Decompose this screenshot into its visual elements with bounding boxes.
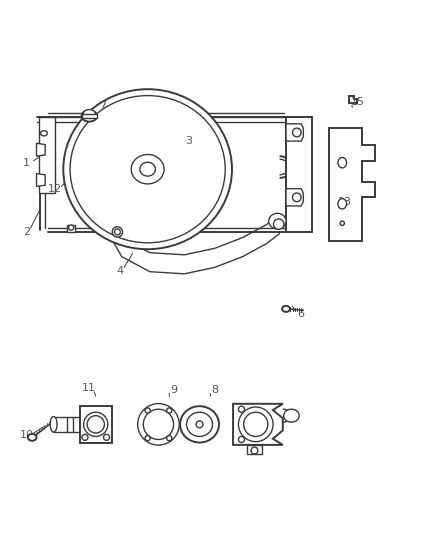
Text: 4: 4 — [116, 266, 123, 276]
Ellipse shape — [273, 219, 284, 229]
Polygon shape — [329, 128, 374, 240]
Ellipse shape — [145, 435, 150, 441]
Ellipse shape — [338, 158, 346, 168]
Ellipse shape — [131, 155, 164, 184]
Ellipse shape — [284, 409, 299, 422]
Ellipse shape — [68, 225, 74, 230]
Ellipse shape — [187, 412, 212, 437]
Text: 7: 7 — [99, 101, 106, 111]
Ellipse shape — [196, 421, 203, 428]
Ellipse shape — [84, 412, 108, 437]
Text: 9: 9 — [170, 385, 177, 395]
Ellipse shape — [143, 409, 173, 440]
Ellipse shape — [81, 110, 97, 122]
Ellipse shape — [340, 221, 344, 225]
Polygon shape — [80, 406, 112, 443]
Polygon shape — [286, 117, 312, 232]
Ellipse shape — [140, 162, 155, 176]
Ellipse shape — [112, 227, 123, 237]
Text: 1: 1 — [23, 158, 30, 168]
Polygon shape — [286, 124, 304, 141]
Ellipse shape — [269, 213, 286, 229]
Text: 6: 6 — [298, 309, 305, 319]
Polygon shape — [39, 117, 55, 193]
Ellipse shape — [180, 406, 219, 442]
Ellipse shape — [82, 434, 88, 440]
Ellipse shape — [251, 447, 258, 454]
Ellipse shape — [238, 406, 244, 412]
Polygon shape — [39, 132, 49, 137]
Text: 2: 2 — [23, 227, 30, 237]
Ellipse shape — [282, 306, 290, 312]
Polygon shape — [349, 96, 357, 103]
Ellipse shape — [28, 434, 36, 441]
Ellipse shape — [167, 435, 172, 441]
Polygon shape — [36, 143, 45, 156]
Ellipse shape — [50, 417, 57, 432]
Text: 10: 10 — [20, 430, 34, 440]
Polygon shape — [39, 130, 50, 135]
Ellipse shape — [40, 131, 47, 136]
Ellipse shape — [238, 437, 244, 442]
Polygon shape — [286, 189, 304, 206]
Polygon shape — [36, 174, 45, 187]
Bar — [82, 114, 97, 118]
Ellipse shape — [70, 95, 225, 243]
Ellipse shape — [114, 229, 120, 235]
Text: 3: 3 — [185, 136, 192, 146]
Ellipse shape — [138, 403, 179, 445]
Text: 13: 13 — [337, 197, 351, 207]
Ellipse shape — [293, 128, 301, 137]
Text: 15: 15 — [350, 97, 364, 107]
Polygon shape — [233, 404, 283, 445]
Polygon shape — [247, 445, 262, 454]
Ellipse shape — [293, 193, 301, 201]
Text: 12: 12 — [48, 184, 62, 193]
Ellipse shape — [338, 199, 346, 209]
Ellipse shape — [83, 109, 95, 118]
Polygon shape — [67, 225, 75, 232]
Ellipse shape — [87, 416, 104, 433]
Ellipse shape — [103, 434, 110, 440]
Ellipse shape — [244, 412, 268, 437]
Ellipse shape — [167, 408, 172, 413]
Ellipse shape — [238, 407, 273, 442]
Ellipse shape — [64, 89, 232, 249]
Text: 8: 8 — [211, 385, 218, 395]
Ellipse shape — [145, 408, 150, 413]
Text: 11: 11 — [82, 383, 96, 393]
